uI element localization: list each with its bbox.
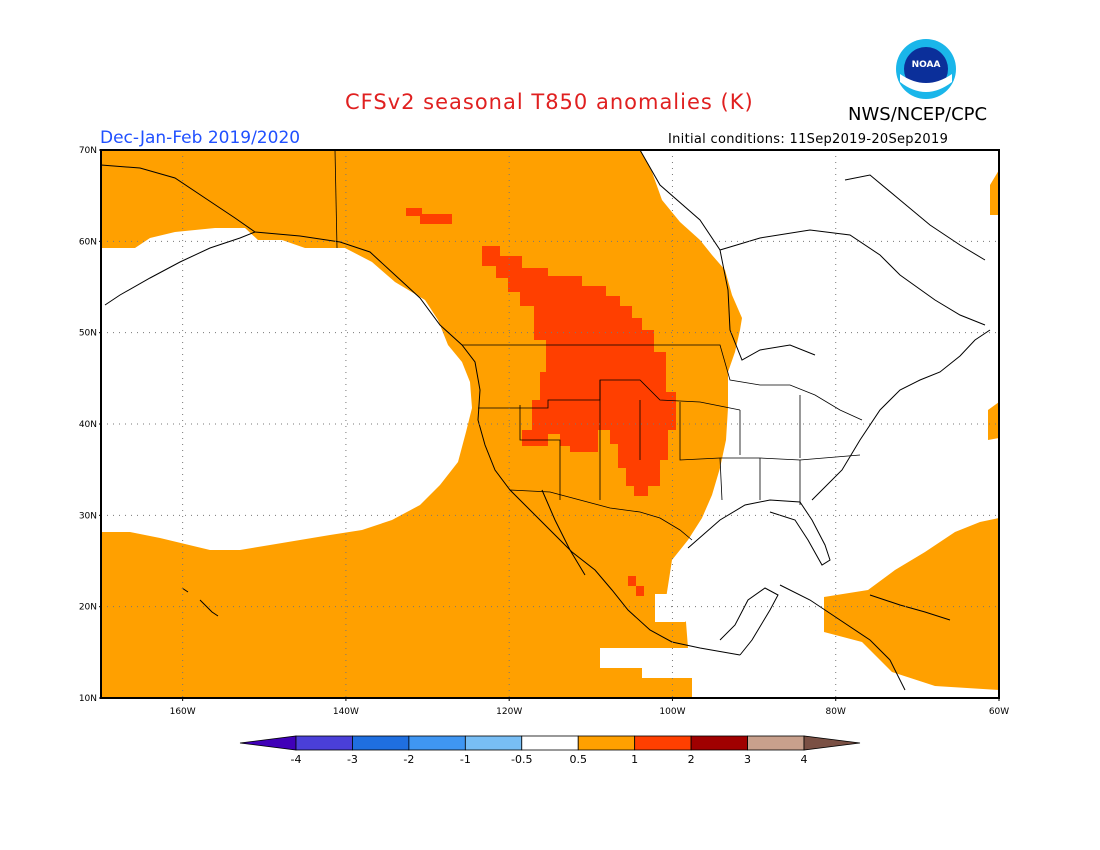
lat-label: 60N [79,237,97,247]
colorbar-swatch [747,735,805,751]
colorbar-label: 1 [631,753,638,766]
colorbar-label: 4 [801,753,808,766]
colorbar-arrow-low [239,735,297,751]
colorbar-swatch [464,735,523,751]
neutral-region-east [600,150,999,698]
colorbar-label: 2 [688,753,695,766]
coastlines [101,150,991,691]
colorbar-label: -4 [291,753,302,766]
lon-label: 80W [826,707,846,717]
anomaly-patch-1-2 [636,586,644,596]
colorbar-swatch [634,735,692,751]
colorbar-arrow-high [803,735,861,751]
gridlines [101,150,999,698]
lat-label: 20N [79,603,97,613]
lon-label: 160W [170,707,196,717]
anomaly-patch-1-2 [420,214,452,224]
latitude-labels: 70N 60N 50N 40N 30N 20N 10N [79,146,101,704]
colorbar-swatch [577,735,636,751]
colorbar-swatch [295,735,353,751]
initial-conditions-label: Initial conditions: 11Sep2019-20Sep2019 [668,132,949,147]
lon-label: 140W [333,707,359,717]
season-label: Dec-Jan-Feb 2019/2020 [100,128,301,148]
chart-title: CFSv2 seasonal T850 anomalies (K) [345,90,754,114]
lat-label: 40N [79,420,97,430]
lat-label: 50N [79,329,97,339]
neutral-region-pacific [101,228,472,550]
lon-label: 100W [659,707,685,717]
logo-text: NOAA [912,60,941,70]
colorbar-swatch [352,735,410,751]
colorbar-label: 3 [744,753,751,766]
noaa-logo-icon: NOAA [896,39,956,99]
political-borders [334,150,863,541]
anomaly-patch-1-2 [406,208,422,216]
lon-label: 60W [989,707,1009,717]
colorbar-swatch [690,735,748,751]
colorbar: -4 -3 -2 -1 -0.5 0.5 1 2 3 4 [239,735,861,766]
colorbar-swatch [408,735,466,751]
lat-label: 30N [79,511,97,521]
colorbar-label: -0.5 [511,753,532,766]
longitude-labels: 160W 140W 120W 100W 80W 60W [170,698,1009,717]
colorbar-label: -3 [347,753,358,766]
lat-label: 10N [79,694,97,704]
colorbar-label: 0.5 [569,753,587,766]
anomaly-patch-1-2 [628,576,636,586]
lon-label: 120W [496,707,522,717]
colorbar-label: -2 [403,753,414,766]
agency-label: NWS/NCEP/CPC [848,104,988,125]
map-field [101,150,999,698]
colorbar-swatch [521,735,579,751]
neutral-patch [655,594,685,622]
colorbar-label: -1 [460,753,471,766]
lat-label: 70N [79,146,97,156]
anomaly-region-1-2 [482,246,676,496]
